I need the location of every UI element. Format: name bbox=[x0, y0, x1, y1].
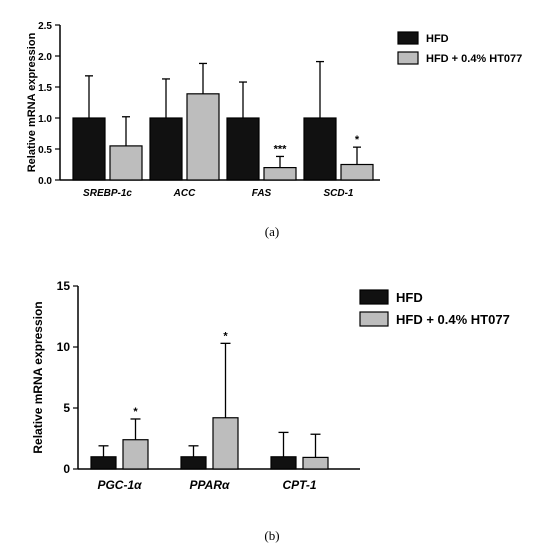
y-tick-label: 0.5 bbox=[38, 145, 52, 156]
y-axis-title: Relative mRNA expression bbox=[31, 301, 45, 453]
bar-hfd-0 bbox=[90, 456, 117, 470]
bar-hfd-2 bbox=[270, 456, 297, 470]
y-tick-label: 15 bbox=[57, 279, 71, 293]
significance-marker: * bbox=[133, 406, 138, 418]
chart-b: 0 5 10 15 Relative mRNA expression PGC-1α PPAR… bbox=[31, 279, 510, 492]
bar-ht077-3 bbox=[340, 163, 374, 181]
bar-ht077-0 bbox=[122, 439, 149, 470]
legend-label: HFD + 0.4% HT077 bbox=[426, 53, 522, 65]
category-label: ACC bbox=[173, 188, 196, 199]
legend-swatch bbox=[397, 31, 419, 45]
bar-hfd-0 bbox=[72, 117, 106, 181]
y-tick-label: 2.5 bbox=[38, 21, 52, 32]
category-label: CPT-1 bbox=[282, 478, 316, 492]
y-tick-label: 5 bbox=[63, 401, 70, 415]
y-tick-label: 2.0 bbox=[38, 52, 52, 63]
panel-label-a: (a) bbox=[265, 224, 279, 239]
legend-label: HFD bbox=[426, 33, 449, 45]
bar-ht077-0 bbox=[109, 145, 143, 181]
bar-hfd-1 bbox=[180, 456, 207, 470]
category-label: SREBP-1c bbox=[83, 188, 132, 199]
legend-swatch bbox=[359, 311, 389, 327]
y-tick-label: 1.5 bbox=[38, 83, 52, 94]
legend-swatch bbox=[397, 51, 419, 65]
category-label: PGC-1α bbox=[97, 478, 142, 492]
significance-marker: * bbox=[223, 330, 228, 342]
bar-ht077-1 bbox=[212, 417, 239, 470]
bar-hfd-3 bbox=[303, 117, 337, 181]
category-label: SCD-1 bbox=[323, 188, 353, 199]
y-axis-title: Relative mRNA expression bbox=[26, 32, 38, 172]
panel-label-b: (b) bbox=[264, 528, 279, 543]
bar-ht077-1 bbox=[186, 93, 220, 181]
bar-hfd-1 bbox=[149, 117, 183, 181]
legend-label: HFD + 0.4% HT077 bbox=[396, 312, 510, 327]
bar-ht077-2 bbox=[302, 456, 329, 470]
bar-ht077-2 bbox=[263, 167, 297, 181]
significance-marker: *** bbox=[274, 143, 288, 155]
legend-label: HFD bbox=[396, 290, 423, 305]
category-label: FAS bbox=[252, 188, 272, 199]
y-tick-label: 0.0 bbox=[38, 176, 52, 187]
legend-swatch bbox=[359, 289, 389, 305]
category-label: PPARα bbox=[190, 478, 230, 492]
y-tick-label: 1.0 bbox=[38, 114, 52, 125]
y-tick-label: 10 bbox=[57, 340, 71, 354]
significance-marker: * bbox=[355, 134, 360, 146]
bar-hfd-2 bbox=[226, 117, 260, 181]
y-tick-label: 0 bbox=[63, 462, 70, 476]
